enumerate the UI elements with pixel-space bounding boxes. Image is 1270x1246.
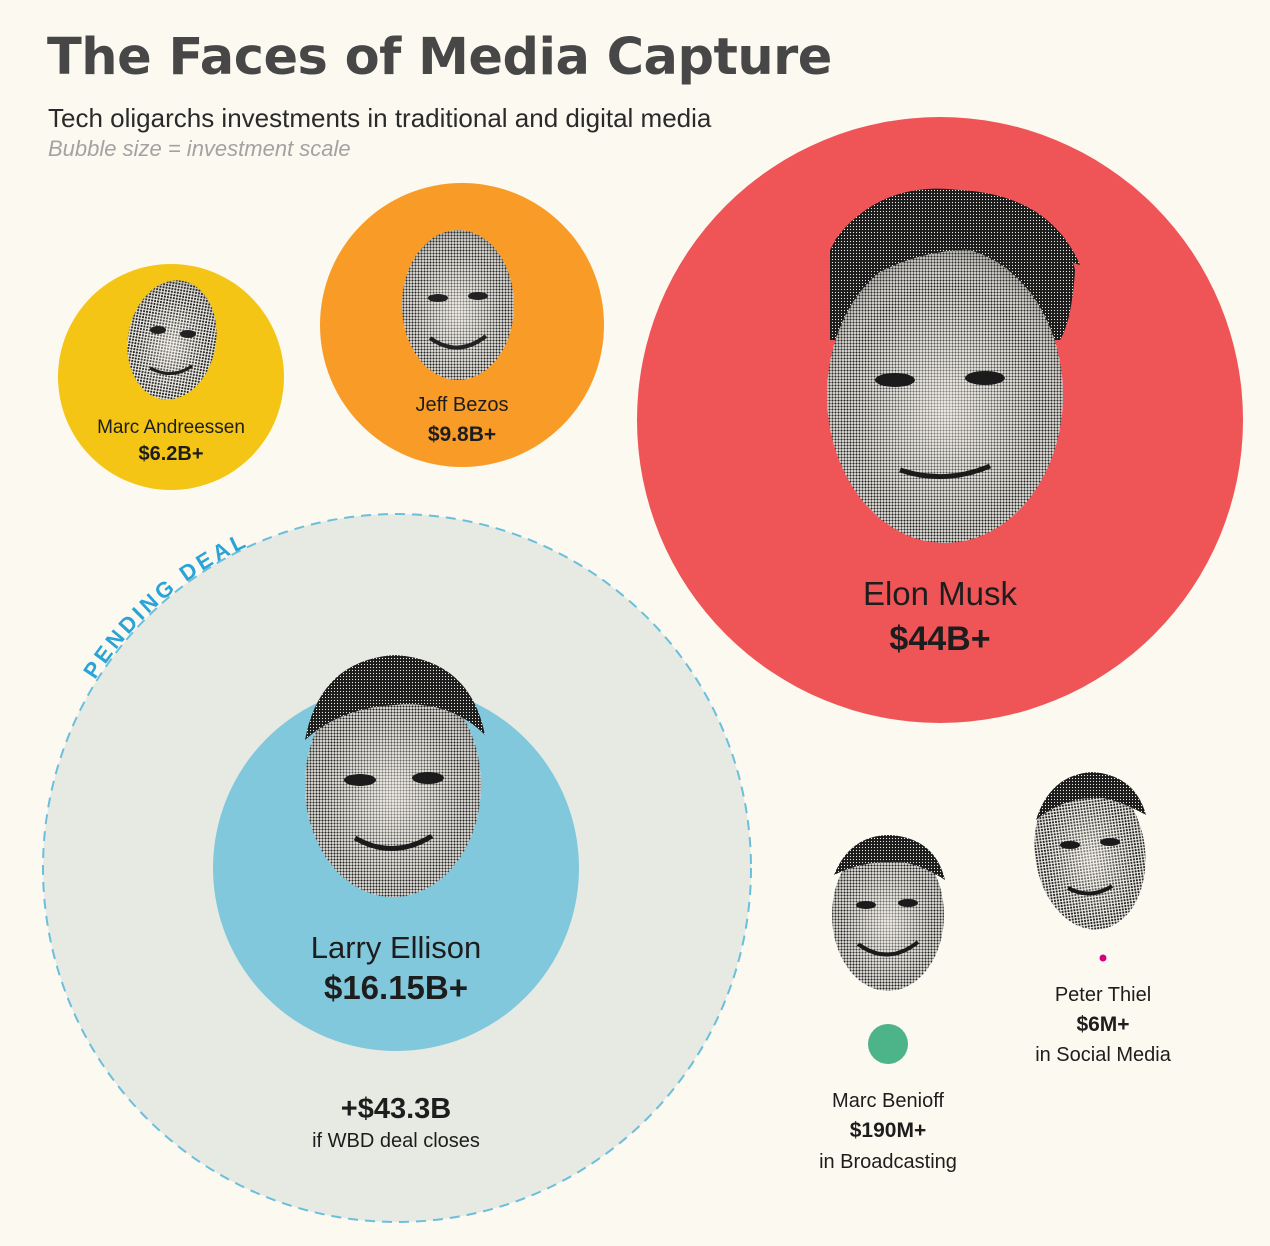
marc-benioff-portrait-icon (832, 835, 945, 991)
marc-andreessen-portrait-icon (127, 280, 217, 400)
bubble-size-note: Bubble size = investment scale (48, 136, 351, 161)
bubble-marc-benioff (868, 1024, 908, 1064)
label-elon-musk-name: Elon Musk (863, 575, 1018, 612)
chart-title: The Faces of Media Capture (47, 28, 832, 87)
label-marc-benioff-name: Marc Benioff (832, 1090, 944, 1112)
label-marc-andreessen-value: $6.2B+ (138, 443, 203, 465)
label-pending-deal-caption: if WBD deal closes (312, 1130, 480, 1152)
label-larry-ellison-name: Larry Ellison (311, 930, 482, 965)
chart-subtitle: Tech oligarchs investments in traditiona… (48, 103, 712, 133)
larry-ellison-portrait-icon (305, 655, 485, 897)
elon-musk-portrait-icon (827, 188, 1080, 543)
label-jeff-bezos-name: Jeff Bezos (415, 394, 508, 416)
label-larry-ellison-value: $16.15B+ (324, 969, 468, 1006)
bubble-peter-thiel (1099, 954, 1107, 962)
label-marc-benioff-caption: in Broadcasting (819, 1151, 957, 1173)
label-peter-thiel-caption: in Social Media (1035, 1044, 1172, 1066)
label-marc-andreessen-name: Marc Andreessen (97, 417, 245, 438)
jeff-bezos-portrait-icon (402, 230, 514, 380)
label-marc-benioff-value: $190M+ (850, 1119, 926, 1142)
peter-thiel-portrait-icon (1034, 772, 1146, 930)
bubble-labels: Marc Andreessen $6.2B+ Jeff Bezos $9.8B+… (97, 394, 1172, 1173)
label-elon-musk-value: $44B+ (889, 620, 990, 658)
label-jeff-bezos-value: $9.8B+ (428, 423, 496, 446)
label-peter-thiel-value: $6M+ (1076, 1013, 1129, 1036)
label-peter-thiel-name: Peter Thiel (1055, 984, 1151, 1006)
label-pending-deal-value: +$43.3B (341, 1093, 451, 1125)
